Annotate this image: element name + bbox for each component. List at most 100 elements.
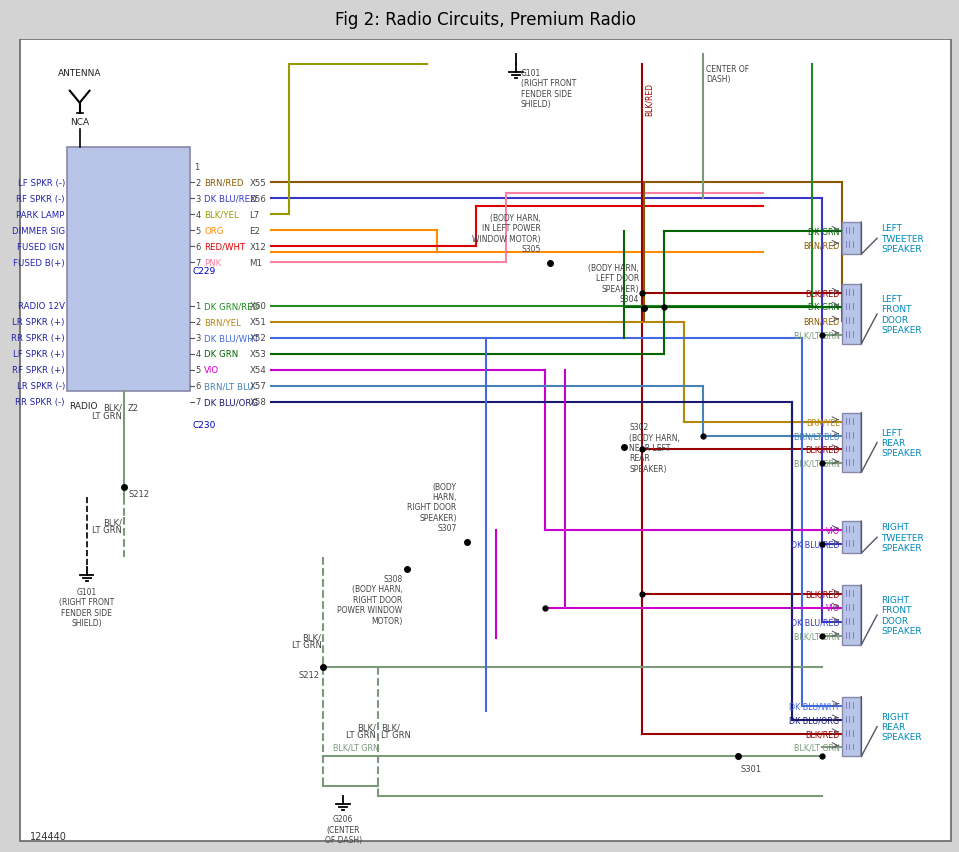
- Text: 3: 3: [195, 334, 200, 343]
- Text: LR SPKR (+): LR SPKR (+): [12, 318, 65, 327]
- Bar: [842, 585, 861, 645]
- Bar: [12, 0, 959, 40]
- Text: LEFT
FRONT
DOOR
SPEAKER: LEFT FRONT DOOR SPEAKER: [881, 295, 922, 335]
- Text: RADIO: RADIO: [69, 401, 97, 410]
- Text: CENTER OF
DASH): CENTER OF DASH): [707, 65, 750, 84]
- Text: RR SPKR (-): RR SPKR (-): [15, 398, 65, 406]
- Text: 6: 6: [195, 242, 200, 251]
- Text: BRN/RED: BRN/RED: [804, 241, 839, 250]
- Text: (BODY
HARN,
RIGHT DOOR
SPEAKER)
S307: (BODY HARN, RIGHT DOOR SPEAKER) S307: [408, 482, 456, 532]
- Text: 1: 1: [194, 163, 199, 172]
- Text: BLK/LT GRN: BLK/LT GRN: [334, 743, 379, 751]
- Text: C229: C229: [192, 267, 216, 276]
- Text: RIGHT
FRONT
DOOR
SPEAKER: RIGHT FRONT DOOR SPEAKER: [881, 596, 922, 636]
- Text: BRN/YEL: BRN/YEL: [204, 318, 241, 327]
- Text: BLK/RED: BLK/RED: [806, 289, 839, 298]
- Text: L7: L7: [249, 210, 260, 220]
- Text: BLK/YEL: BLK/YEL: [204, 210, 239, 220]
- Text: S301: S301: [741, 764, 762, 774]
- Text: X60: X60: [249, 302, 267, 311]
- Text: RIGHT
REAR
SPEAKER: RIGHT REAR SPEAKER: [881, 711, 922, 741]
- Bar: [842, 697, 861, 757]
- Text: 2: 2: [195, 318, 200, 327]
- Text: 3: 3: [195, 194, 200, 204]
- Text: RADIO 12V: RADIO 12V: [18, 302, 65, 311]
- Text: 7: 7: [195, 398, 200, 406]
- Text: LR SPKR (-): LR SPKR (-): [16, 382, 65, 391]
- Text: 1: 1: [195, 302, 200, 311]
- Bar: [842, 413, 861, 473]
- Text: (BODY HARN,
LEFT DOOR
SPEAKER)
S304: (BODY HARN, LEFT DOOR SPEAKER) S304: [589, 263, 640, 303]
- Text: Z2: Z2: [128, 403, 139, 412]
- Text: LT GRN: LT GRN: [346, 730, 376, 740]
- Text: X58: X58: [249, 398, 267, 406]
- Text: 124440: 124440: [31, 832, 67, 841]
- Text: Fig 2: Radio Circuits, Premium Radio: Fig 2: Radio Circuits, Premium Radio: [335, 11, 636, 29]
- Text: S308
(BODY HARN,
RIGHT DOOR
POWER WINDOW
MOTOR): S308 (BODY HARN, RIGHT DOOR POWER WINDOW…: [338, 574, 403, 625]
- Text: DK BLU/RED: DK BLU/RED: [204, 194, 257, 204]
- Text: BRN/YEL: BRN/YEL: [806, 417, 839, 427]
- Text: G206
(CENTER
OF DASH): G206 (CENTER OF DASH): [324, 815, 362, 844]
- Text: NCA: NCA: [70, 118, 89, 126]
- Text: DK BLU/ORG: DK BLU/ORG: [204, 398, 258, 406]
- Text: BRN/LT BLU: BRN/LT BLU: [794, 431, 839, 440]
- Text: BLK/: BLK/: [303, 633, 321, 642]
- Text: ORG: ORG: [204, 227, 223, 235]
- Text: VIO: VIO: [204, 366, 220, 375]
- Text: BLK/RED: BLK/RED: [806, 729, 839, 738]
- Text: 6: 6: [195, 382, 200, 391]
- Text: VIO: VIO: [826, 604, 839, 613]
- Text: BLK/RED: BLK/RED: [806, 446, 839, 454]
- Text: X53: X53: [249, 350, 267, 359]
- Text: BLK/RED: BLK/RED: [645, 83, 654, 116]
- Text: LT GRN: LT GRN: [381, 730, 410, 740]
- Text: LT GRN: LT GRN: [92, 526, 122, 534]
- Text: X56: X56: [249, 194, 267, 204]
- Text: X12: X12: [249, 242, 267, 251]
- Text: E2: E2: [249, 227, 261, 235]
- Text: C230: C230: [192, 420, 216, 429]
- Text: BLK/: BLK/: [104, 518, 122, 527]
- Text: X54: X54: [249, 366, 267, 375]
- Text: BLK/RED: BLK/RED: [806, 590, 839, 599]
- Text: 4: 4: [195, 210, 200, 220]
- Text: DK GRN/RED: DK GRN/RED: [204, 302, 259, 311]
- Text: LEFT
REAR
SPEAKER: LEFT REAR SPEAKER: [881, 428, 922, 458]
- Text: S302
(BODY HARN,
NEAR LEFT
REAR
SPEAKER): S302 (BODY HARN, NEAR LEFT REAR SPEAKER): [629, 423, 680, 473]
- Text: X52: X52: [249, 334, 267, 343]
- Text: LEFT
TWEETER
SPEAKER: LEFT TWEETER SPEAKER: [881, 224, 924, 254]
- Text: DK BLU/RED: DK BLU/RED: [791, 540, 839, 549]
- Text: DK BLU/ORG: DK BLU/ORG: [789, 715, 839, 724]
- Text: RF SPKR (+): RF SPKR (+): [12, 366, 65, 375]
- Text: BLK/LT GRN: BLK/LT GRN: [794, 631, 839, 641]
- Text: DK GRN: DK GRN: [808, 227, 839, 237]
- Text: RF SPKR (-): RF SPKR (-): [16, 194, 65, 204]
- Text: LT GRN: LT GRN: [92, 412, 122, 420]
- Text: LT GRN: LT GRN: [292, 641, 321, 649]
- Text: BRN/RED: BRN/RED: [804, 317, 839, 326]
- Text: (BODY HARN,
IN LEFT POWER
WINDOW MOTOR)
S305: (BODY HARN, IN LEFT POWER WINDOW MOTOR) …: [472, 214, 541, 254]
- Text: ANTENNA: ANTENNA: [58, 69, 102, 78]
- Text: X51: X51: [249, 318, 267, 327]
- Text: M1: M1: [249, 258, 263, 268]
- Text: S212: S212: [298, 670, 319, 679]
- Text: BLK/LT GRN: BLK/LT GRN: [794, 743, 839, 752]
- Text: DK GRN: DK GRN: [204, 350, 238, 359]
- Bar: [67, 147, 190, 391]
- Text: PNK: PNK: [204, 258, 222, 268]
- Text: PARK LAMP: PARK LAMP: [16, 210, 65, 220]
- Text: 5: 5: [195, 366, 200, 375]
- Text: 7: 7: [195, 258, 200, 268]
- Text: DK BLU/WHT: DK BLU/WHT: [789, 701, 839, 711]
- Text: VIO: VIO: [826, 526, 839, 535]
- Text: DIMMER SIG: DIMMER SIG: [12, 227, 65, 235]
- Text: BLK/LT GRN: BLK/LT GRN: [794, 331, 839, 340]
- Text: LF SPKR (-): LF SPKR (-): [17, 179, 65, 187]
- Text: BLK/LT GRN: BLK/LT GRN: [794, 459, 839, 469]
- Text: BLK/: BLK/: [104, 403, 122, 412]
- Text: BRN/RED: BRN/RED: [204, 179, 244, 187]
- Text: 4: 4: [195, 350, 200, 359]
- Text: RIGHT
TWEETER
SPEAKER: RIGHT TWEETER SPEAKER: [881, 522, 924, 552]
- Text: X55: X55: [249, 179, 267, 187]
- Bar: [842, 521, 861, 554]
